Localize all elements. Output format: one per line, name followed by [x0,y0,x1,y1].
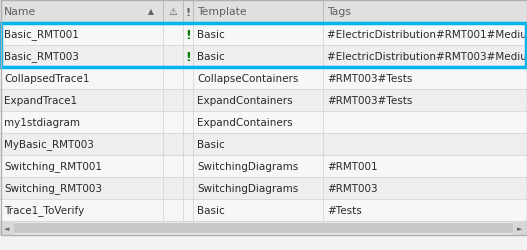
Text: Trace1_ToVerify: Trace1_ToVerify [4,205,84,216]
Text: #RMT003#Tests: #RMT003#Tests [327,96,412,106]
Text: ►: ► [518,225,523,231]
Text: CollapsedTrace1: CollapsedTrace1 [4,74,90,84]
Text: my1stdiagram: my1stdiagram [4,118,80,128]
Text: ⚠: ⚠ [169,7,178,17]
Text: CollapseContainers: CollapseContainers [197,74,298,84]
Bar [1,24,526,68]
Text: ExpandContainers: ExpandContainers [197,96,292,106]
Bar [0,68,527,90]
Text: #RMT003#Tests: #RMT003#Tests [327,74,412,84]
Bar [0,156,527,177]
Text: Tags: Tags [327,7,351,17]
Text: #Tests: #Tests [327,205,362,215]
Text: Basic_RMT003: Basic_RMT003 [4,51,79,62]
Bar [0,0,527,24]
Text: #RMT003: #RMT003 [327,183,378,193]
Bar [0,24,527,46]
Text: #ElectricDistribution#RMT003#Medium Voltage: #ElectricDistribution#RMT003#Medium Volt… [327,52,527,62]
Bar [0,112,527,134]
Text: SwitchingDiagrams: SwitchingDiagrams [197,183,298,193]
Text: !: ! [185,29,191,42]
Text: ▲: ▲ [148,8,154,16]
Bar [14,223,513,233]
Text: #RMT001: #RMT001 [327,161,378,171]
Bar [0,199,527,221]
Text: Switching_RMT001: Switching_RMT001 [4,161,102,172]
Bar [513,221,527,235]
Text: Basic: Basic [197,30,225,40]
Text: #ElectricDistribution#RMT001#Medium Voltage: #ElectricDistribution#RMT001#Medium Volt… [327,30,527,40]
Text: Basic: Basic [197,140,225,149]
Text: !: ! [185,51,191,64]
Text: Basic: Basic [197,205,225,215]
Text: Template: Template [197,7,247,17]
Text: Basic: Basic [197,52,225,62]
Bar [0,90,527,112]
Bar [0,221,14,235]
Bar [0,221,527,235]
Text: MyBasic_RMT003: MyBasic_RMT003 [4,139,94,150]
Bar [0,134,527,156]
Bar [0,46,527,68]
Text: ExpandContainers: ExpandContainers [197,118,292,128]
Text: SwitchingDiagrams: SwitchingDiagrams [197,161,298,171]
Text: Switching_RMT003: Switching_RMT003 [4,183,102,194]
Text: !: ! [186,8,191,18]
Text: Basic_RMT001: Basic_RMT001 [4,30,79,40]
Text: ExpandTrace1: ExpandTrace1 [4,96,77,106]
Text: ◄: ◄ [4,225,9,231]
Bar [0,177,527,199]
Text: Name: Name [4,7,36,17]
